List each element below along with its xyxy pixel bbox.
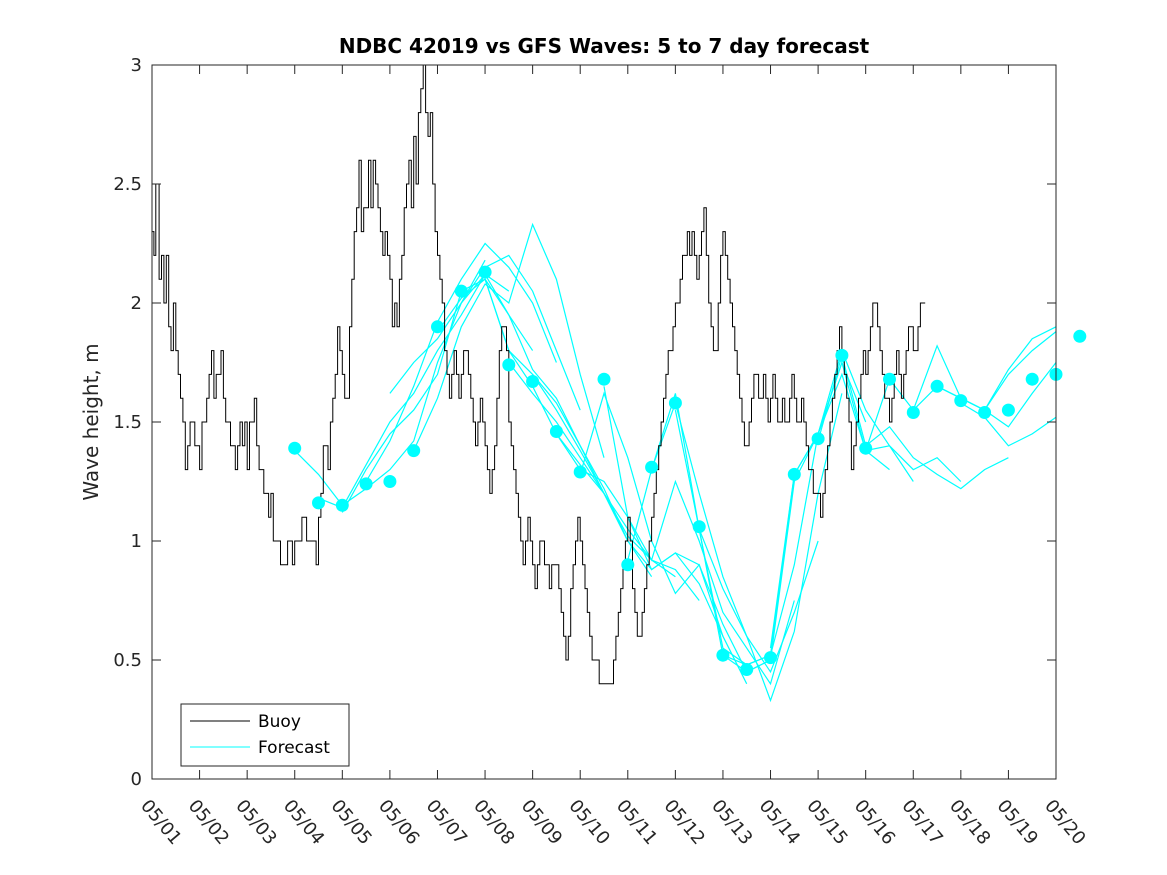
y-tick-label: 1.5 bbox=[113, 412, 142, 433]
y-tick-label: 3 bbox=[131, 55, 142, 76]
forecast-marker bbox=[383, 475, 397, 488]
y-tick-label: 1 bbox=[131, 531, 142, 552]
forecast-marker bbox=[668, 396, 682, 410]
forecast-marker bbox=[811, 432, 825, 446]
forecast-marker bbox=[930, 379, 944, 393]
forecast-line-0 bbox=[294, 259, 486, 507]
forecast-marker bbox=[621, 558, 635, 572]
forecast-marker bbox=[597, 372, 611, 386]
forecast-line-17 bbox=[698, 372, 890, 673]
forecast-line-2 bbox=[341, 278, 534, 513]
legend-box bbox=[180, 703, 350, 767]
forecast-marker bbox=[526, 375, 540, 388]
forecast-line-11 bbox=[555, 433, 748, 685]
y-axis-label: Wave height, m bbox=[79, 343, 103, 500]
forecast-marker bbox=[335, 498, 349, 512]
forecast-marker bbox=[502, 358, 516, 372]
buoy-line bbox=[152, 64, 926, 685]
forecast-marker bbox=[1025, 372, 1039, 386]
forecast-line-8 bbox=[484, 279, 676, 578]
y-axis: 0 0.5 1 1.5 2 2.5 3 bbox=[113, 55, 1056, 790]
forecast-line-14 bbox=[627, 400, 819, 674]
forecast-marker bbox=[764, 651, 777, 665]
forecast-marker bbox=[859, 441, 873, 455]
y-tick-label: 0 bbox=[131, 769, 142, 790]
legend-buoy-label: Buoy bbox=[258, 712, 301, 732]
forecast-marker bbox=[787, 467, 801, 481]
forecast-marker bbox=[883, 372, 896, 386]
forecast-marker bbox=[312, 496, 325, 510]
forecast-marker bbox=[978, 406, 992, 419]
forecast-marker bbox=[549, 425, 563, 438]
forecast-marker bbox=[906, 406, 920, 419]
legend: Buoy Forecast bbox=[180, 703, 350, 767]
forecast-line-7 bbox=[460, 273, 653, 578]
y-tick-label: 0.5 bbox=[113, 650, 142, 671]
forecast-markers bbox=[288, 265, 1087, 676]
forecast-marker bbox=[740, 663, 754, 676]
buoy-line-group bbox=[152, 64, 926, 685]
forecast-marker bbox=[359, 477, 373, 491]
forecast-line-12 bbox=[579, 391, 771, 673]
forecast-line-3 bbox=[365, 242, 557, 482]
forecast-marker bbox=[1001, 403, 1015, 417]
forecast-line-5 bbox=[413, 222, 605, 458]
forecast-marker bbox=[407, 444, 421, 458]
y-tick-label: 2 bbox=[131, 293, 142, 314]
forecast-line-15 bbox=[651, 393, 843, 703]
forecast-marker bbox=[692, 520, 706, 534]
plot-area bbox=[152, 65, 1056, 779]
y-tick-label: 2.5 bbox=[113, 174, 142, 195]
forecast-line-1 bbox=[318, 273, 510, 509]
forecast-marker bbox=[645, 460, 659, 474]
forecast-marker bbox=[835, 348, 849, 362]
forecast-marker bbox=[716, 648, 730, 662]
forecast-marker bbox=[573, 465, 587, 479]
forecast-line-20 bbox=[817, 353, 1009, 490]
forecast-marker bbox=[478, 265, 492, 279]
legend-forecast-label: Forecast bbox=[258, 738, 330, 758]
forecast-marker bbox=[454, 284, 468, 298]
forecast-marker bbox=[431, 320, 444, 334]
chart-title: NDBC 42019 vs GFS Waves: 5 to 7 day fore… bbox=[339, 34, 870, 58]
forecast-line-24 bbox=[960, 402, 1057, 447]
forecast-marker bbox=[288, 441, 302, 455]
forecast-marker bbox=[1073, 329, 1087, 343]
forecast-marker bbox=[954, 394, 968, 408]
